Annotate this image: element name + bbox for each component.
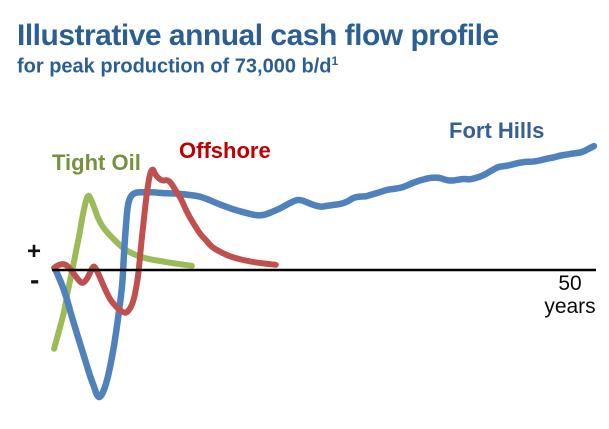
x-axis-tick: 50 years xyxy=(522,272,609,318)
series-line-tight-oil xyxy=(51,192,195,352)
subtitle-text: for peak production of 73,000 b/d xyxy=(17,55,332,78)
x-axis-unit-label: years xyxy=(544,295,596,318)
footnote-marker: 1 xyxy=(331,54,339,68)
page-subtitle: for peak production of 73,000 b/d1 xyxy=(17,54,338,79)
series-line-offshore xyxy=(51,166,279,316)
series-label-tight-oil: Tight Oil xyxy=(52,150,141,175)
series-label-fort-hills: Fort Hills xyxy=(449,118,545,143)
x-axis-tick-value: 50 xyxy=(558,272,582,295)
series-label-offshore: Offshore xyxy=(179,138,271,163)
page-title: Illustrative annual cash flow profile xyxy=(17,19,499,52)
y-axis-plus-label: + xyxy=(27,238,42,265)
y-axis-minus-label: - xyxy=(30,264,40,295)
series-line-fort-hills xyxy=(52,142,598,401)
